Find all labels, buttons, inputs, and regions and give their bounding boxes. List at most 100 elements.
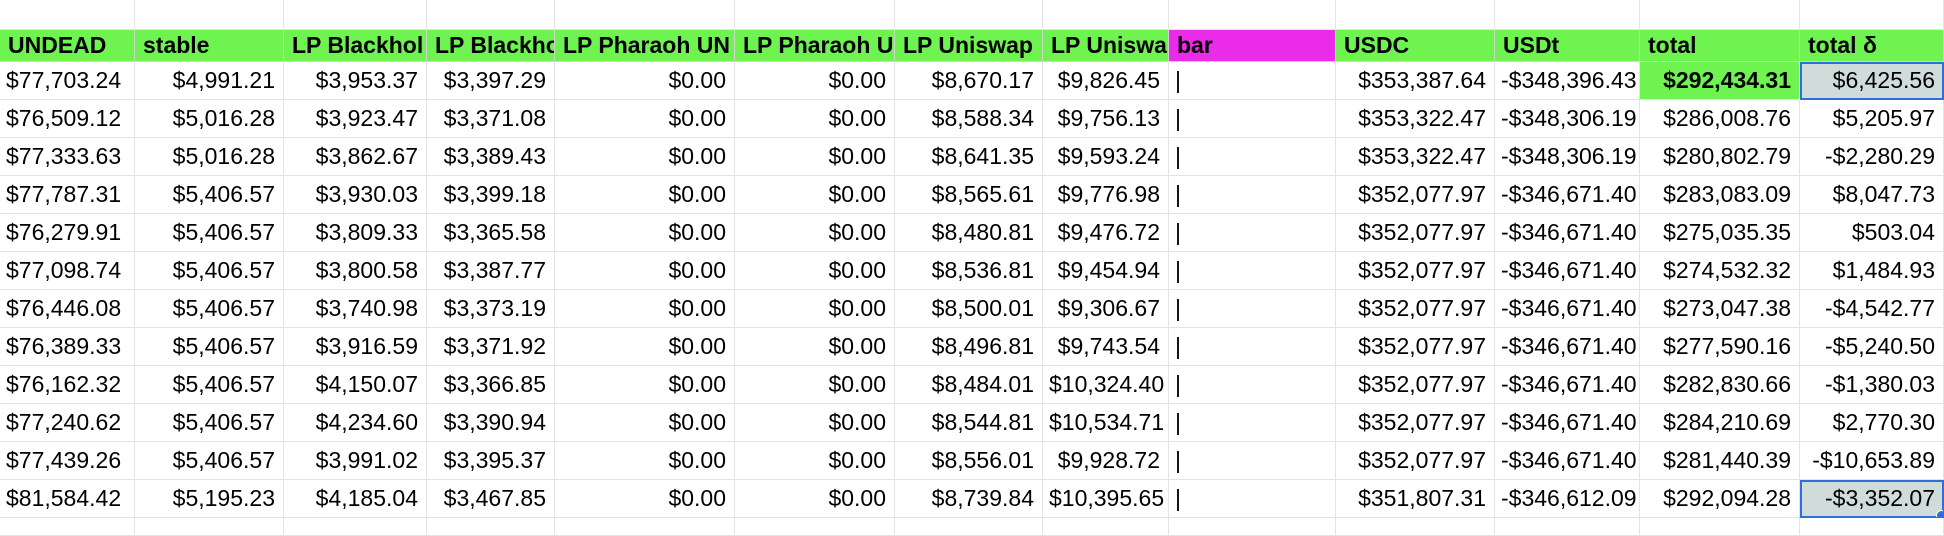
data-cell[interactable]: $76,389.33 [0, 328, 135, 366]
empty-cell[interactable] [1169, 518, 1336, 536]
column-header-cell[interactable]: LP Uniswa [1043, 30, 1169, 62]
data-cell[interactable]: $0.00 [555, 328, 735, 366]
data-cell[interactable]: | [1169, 366, 1336, 404]
data-cell[interactable]: $9,928.72 [1043, 442, 1169, 480]
data-cell[interactable]: $8,670.17 [895, 62, 1043, 100]
data-cell[interactable]: $9,776.98 [1043, 176, 1169, 214]
column-header-cell[interactable]: LP Pharaoh U [735, 30, 895, 62]
data-cell[interactable]: -$348,306.19 [1495, 100, 1640, 138]
data-cell[interactable]: -$348,396.43 [1495, 62, 1640, 100]
fill-handle[interactable] [1936, 510, 1943, 517]
empty-cell[interactable] [555, 518, 735, 536]
empty-cell[interactable] [895, 0, 1043, 30]
data-cell[interactable]: $10,395.65 [1043, 480, 1169, 518]
data-cell[interactable]: $0.00 [735, 328, 895, 366]
data-cell[interactable]: | [1169, 328, 1336, 366]
column-header-cell[interactable]: LP Blackho [427, 30, 555, 62]
empty-cell[interactable] [1336, 0, 1495, 30]
data-cell[interactable]: $5,406.57 [135, 214, 284, 252]
empty-cell[interactable] [895, 518, 1043, 536]
data-cell[interactable]: $3,923.47 [284, 100, 427, 138]
data-cell[interactable]: $5,406.57 [135, 442, 284, 480]
empty-cell[interactable] [427, 518, 555, 536]
data-cell[interactable]: $76,279.91 [0, 214, 135, 252]
data-cell[interactable]: $8,544.81 [895, 404, 1043, 442]
empty-cell[interactable] [735, 0, 895, 30]
column-header-cell[interactable]: bar [1169, 30, 1336, 62]
data-cell[interactable]: $3,953.37 [284, 62, 427, 100]
empty-cell[interactable] [1043, 0, 1169, 30]
data-cell[interactable]: -$4,542.77 [1800, 290, 1944, 328]
data-cell[interactable]: $9,826.45 [1043, 62, 1169, 100]
data-cell[interactable]: $76,509.12 [0, 100, 135, 138]
data-cell[interactable]: $3,916.59 [284, 328, 427, 366]
data-cell[interactable]: -$346,671.40 [1495, 404, 1640, 442]
data-cell[interactable]: $9,593.24 [1043, 138, 1169, 176]
data-cell[interactable]: $9,743.54 [1043, 328, 1169, 366]
data-cell[interactable]: $9,454.94 [1043, 252, 1169, 290]
data-cell[interactable]: | [1169, 252, 1336, 290]
data-cell[interactable]: $292,094.28 [1640, 480, 1800, 518]
empty-cell[interactable] [1495, 518, 1640, 536]
data-cell[interactable]: $3,366.85 [427, 366, 555, 404]
empty-cell[interactable] [1800, 0, 1944, 30]
data-cell[interactable]: -$348,306.19 [1495, 138, 1640, 176]
data-cell[interactable]: $0.00 [555, 176, 735, 214]
data-cell[interactable]: $275,035.35 [1640, 214, 1800, 252]
data-cell[interactable]: $4,234.60 [284, 404, 427, 442]
data-cell[interactable]: $1,484.93 [1800, 252, 1944, 290]
data-cell[interactable]: $0.00 [555, 214, 735, 252]
column-header-cell[interactable]: total δ [1800, 30, 1944, 62]
data-cell[interactable]: $273,047.38 [1640, 290, 1800, 328]
data-cell[interactable]: $352,077.97 [1336, 252, 1495, 290]
data-cell[interactable]: -$346,671.40 [1495, 252, 1640, 290]
data-cell[interactable]: $353,387.64 [1336, 62, 1495, 100]
data-cell[interactable]: $8,556.01 [895, 442, 1043, 480]
data-cell[interactable]: $284,210.69 [1640, 404, 1800, 442]
data-cell[interactable]: $8,641.35 [895, 138, 1043, 176]
data-cell[interactable]: $3,397.29 [427, 62, 555, 100]
data-cell[interactable]: $0.00 [735, 480, 895, 518]
data-cell[interactable]: $3,809.33 [284, 214, 427, 252]
data-cell[interactable]: -$2,280.29 [1800, 138, 1944, 176]
data-cell[interactable]: $0.00 [735, 176, 895, 214]
empty-cell[interactable] [1043, 518, 1169, 536]
data-cell[interactable]: $0.00 [735, 290, 895, 328]
data-cell[interactable]: $3,800.58 [284, 252, 427, 290]
data-cell[interactable]: $8,565.61 [895, 176, 1043, 214]
data-cell[interactable]: $3,371.92 [427, 328, 555, 366]
data-cell[interactable]: -$1,380.03 [1800, 366, 1944, 404]
empty-cell[interactable] [0, 518, 135, 536]
data-cell[interactable]: $10,324.40 [1043, 366, 1169, 404]
data-cell[interactable]: $10,534.71 [1043, 404, 1169, 442]
data-cell[interactable]: $292,434.31 [1640, 62, 1800, 100]
data-cell[interactable]: $5,016.28 [135, 138, 284, 176]
data-cell[interactable]: $81,584.42 [0, 480, 135, 518]
empty-cell[interactable] [427, 0, 555, 30]
data-cell[interactable]: $353,322.47 [1336, 138, 1495, 176]
data-cell[interactable]: -$346,671.40 [1495, 328, 1640, 366]
data-cell[interactable]: $77,703.24 [0, 62, 135, 100]
data-cell[interactable]: $274,532.32 [1640, 252, 1800, 290]
data-cell[interactable]: -$346,671.40 [1495, 442, 1640, 480]
data-cell[interactable]: -$5,240.50 [1800, 328, 1944, 366]
data-cell[interactable]: $8,480.81 [895, 214, 1043, 252]
data-cell[interactable]: $0.00 [555, 404, 735, 442]
data-cell[interactable]: | [1169, 404, 1336, 442]
data-cell[interactable]: $0.00 [555, 366, 735, 404]
data-cell[interactable]: $0.00 [555, 290, 735, 328]
data-cell[interactable]: $5,016.28 [135, 100, 284, 138]
data-cell[interactable]: -$3,352.07 [1800, 480, 1944, 518]
data-cell[interactable]: $3,371.08 [427, 100, 555, 138]
data-cell[interactable]: $281,440.39 [1640, 442, 1800, 480]
data-cell[interactable]: $8,536.81 [895, 252, 1043, 290]
data-cell[interactable]: | [1169, 176, 1336, 214]
data-cell[interactable]: $5,406.57 [135, 366, 284, 404]
column-header-cell[interactable]: LP Pharaoh UN [555, 30, 735, 62]
data-cell[interactable]: $0.00 [555, 442, 735, 480]
data-cell[interactable]: $3,930.03 [284, 176, 427, 214]
data-cell[interactable]: -$346,671.40 [1495, 214, 1640, 252]
empty-cell[interactable] [1336, 518, 1495, 536]
data-cell[interactable]: $0.00 [555, 480, 735, 518]
